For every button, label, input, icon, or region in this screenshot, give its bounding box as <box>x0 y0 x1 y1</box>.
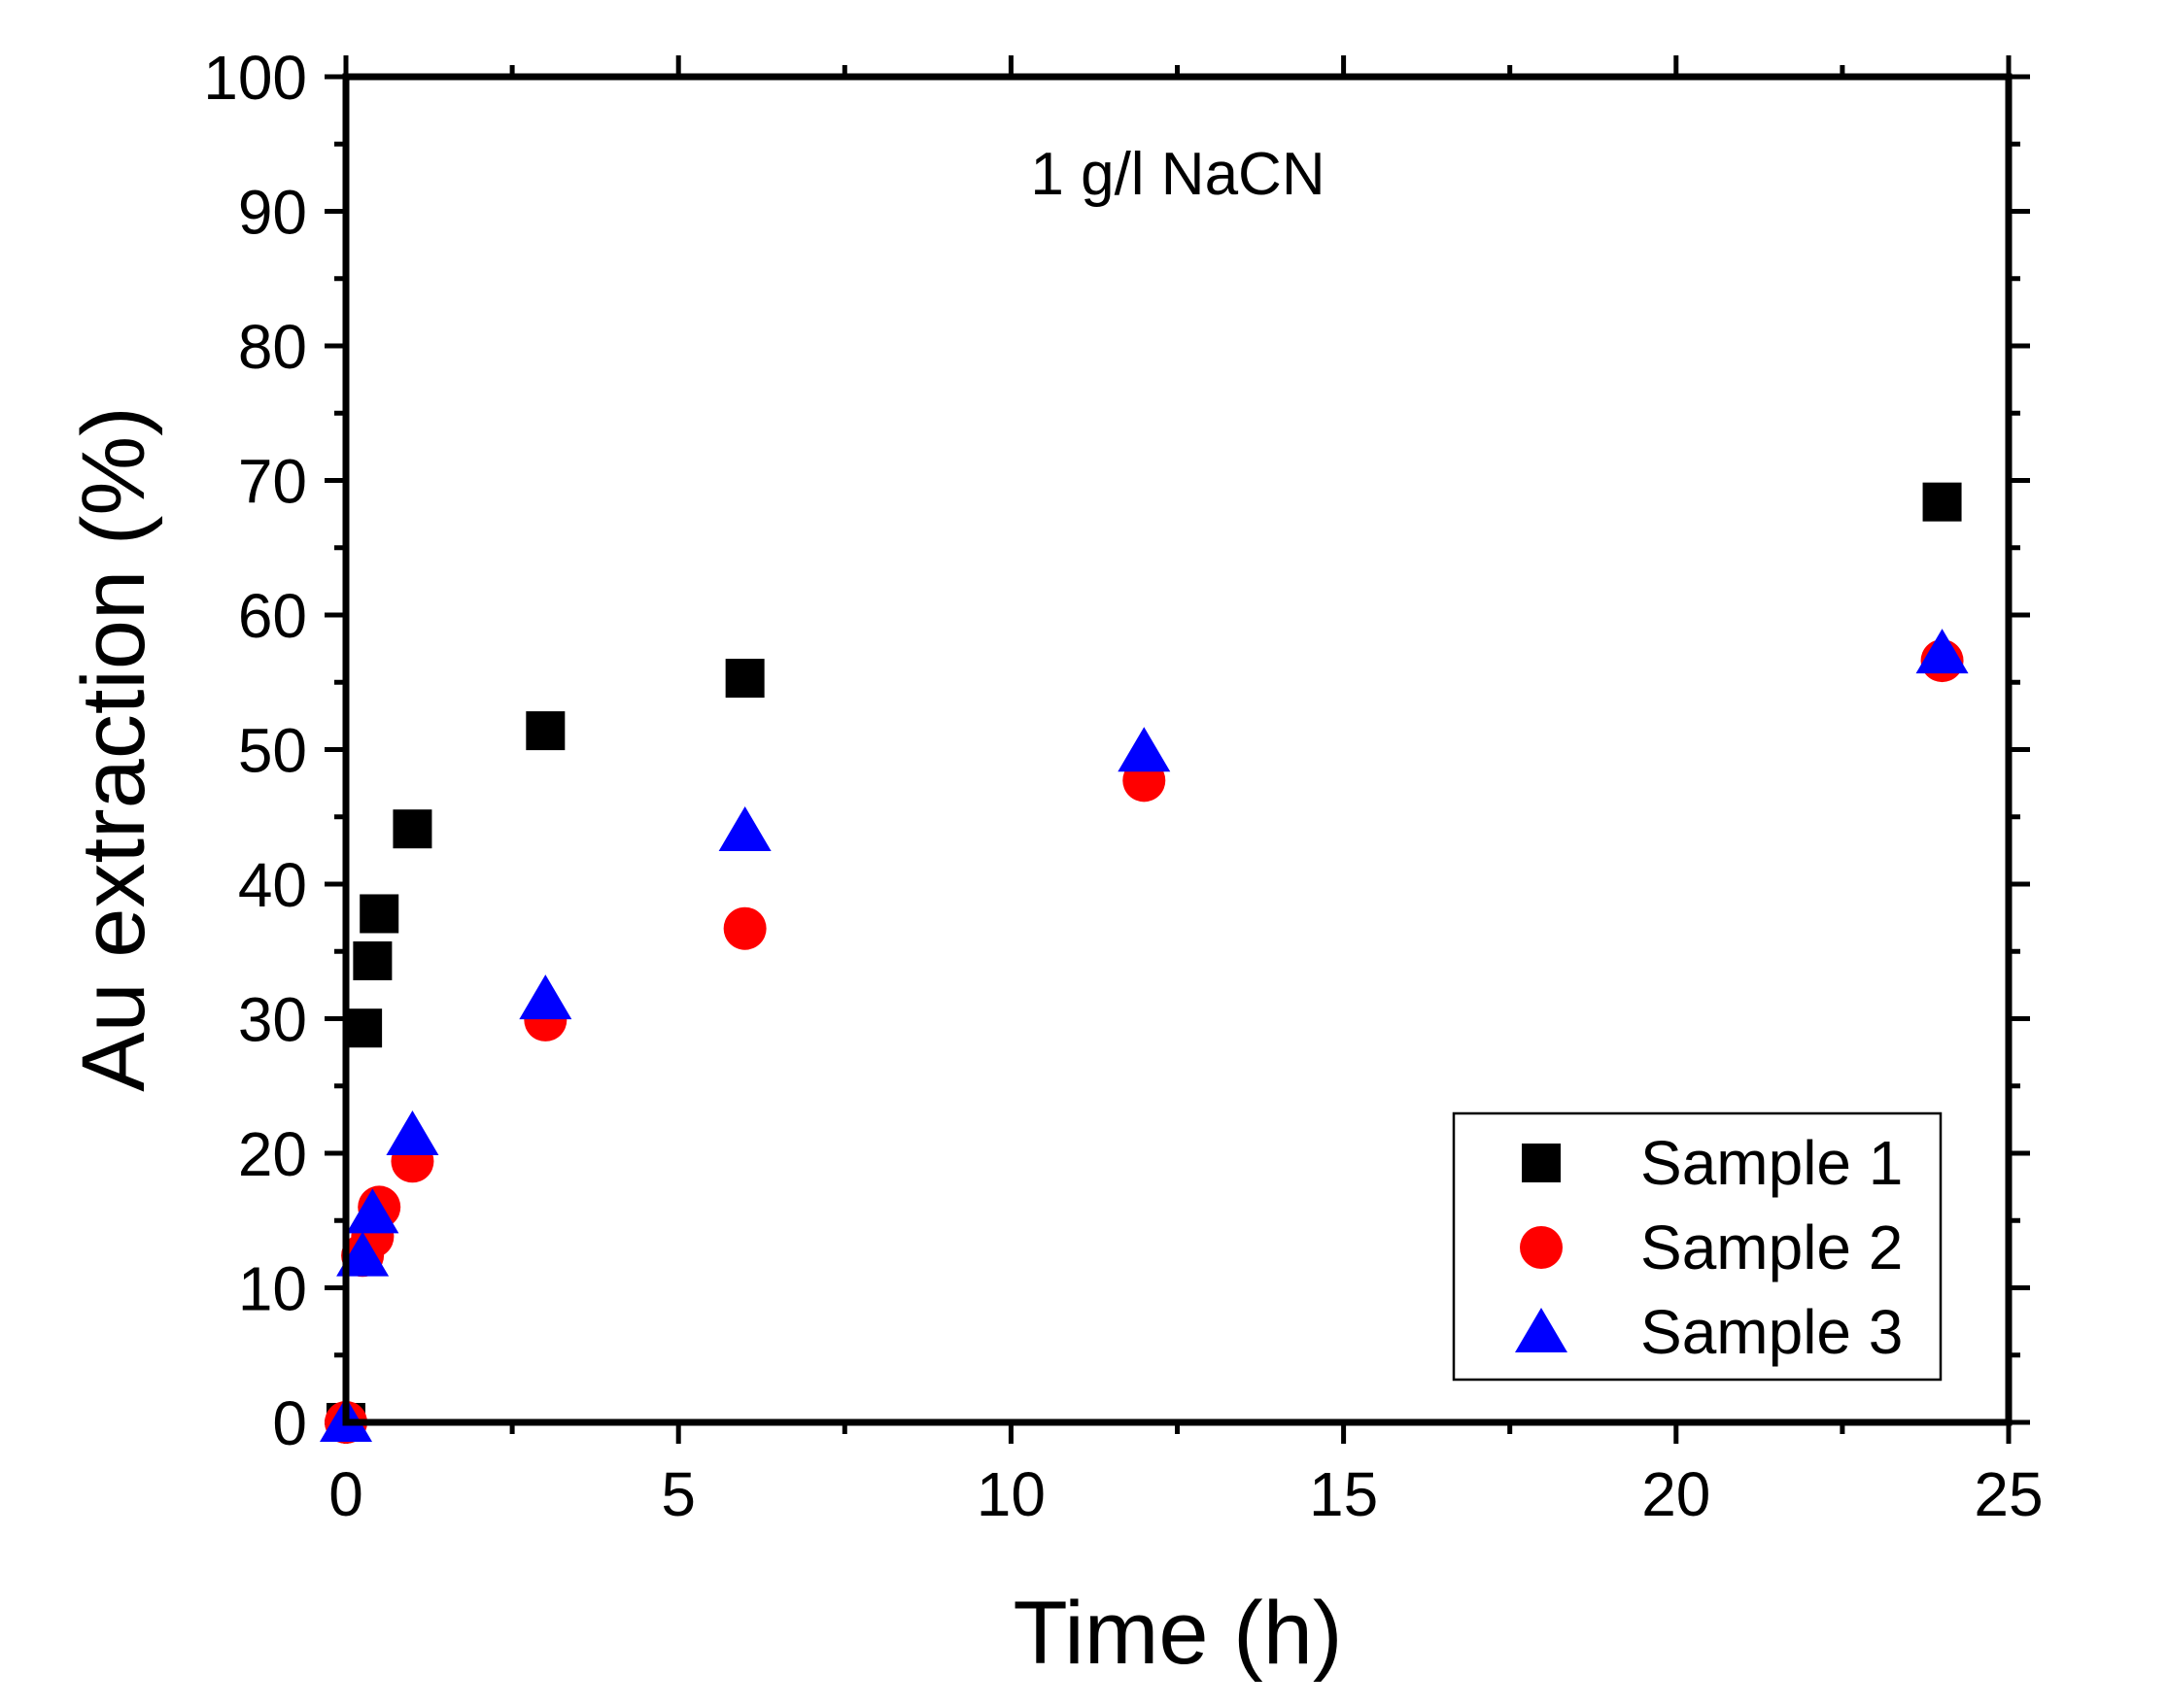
sample-1-point <box>343 1008 383 1048</box>
legend-label-sample-3: Sample 3 <box>1640 1297 1903 1367</box>
sample-3-point <box>1118 727 1171 772</box>
x-tick-label: 15 <box>1309 1459 1378 1529</box>
sample-3-point <box>386 1110 439 1155</box>
y-tick-label: 90 <box>238 178 307 248</box>
legend-marker-sample-2 <box>1520 1226 1563 1269</box>
chart-annotation: 1 g/l NaCN <box>1030 141 1325 208</box>
series-1 <box>327 482 1962 1442</box>
x-axis-title: Time (h) <box>1013 1584 1342 1683</box>
x-tick-label: 10 <box>977 1459 1046 1529</box>
sample-3-point <box>1915 629 1969 674</box>
sample-2-point <box>723 906 767 950</box>
sample-1-point <box>725 659 765 699</box>
legend-label-sample-2: Sample 2 <box>1640 1213 1903 1282</box>
x-tick-label: 25 <box>1974 1459 2043 1529</box>
sample-1-point <box>526 711 566 751</box>
x-tick-label: 0 <box>328 1459 363 1529</box>
sample-3-point <box>519 974 572 1020</box>
plot-frame <box>342 73 2013 1426</box>
legend-label-sample-1: Sample 1 <box>1640 1128 1903 1198</box>
sample-1-point <box>1922 482 1962 522</box>
y-tick-label: 60 <box>238 581 307 651</box>
legend-marker-sample-1 <box>1522 1144 1561 1182</box>
sample-1-point <box>393 809 432 849</box>
y-tick-label: 40 <box>238 850 307 920</box>
sample-3-point <box>718 805 772 851</box>
x-tick-label: 20 <box>1641 1459 1710 1529</box>
sample-3-point <box>336 1231 390 1277</box>
y-tick-label: 80 <box>238 312 307 382</box>
x-tick-label: 5 <box>661 1459 696 1529</box>
markers-layer <box>320 482 1969 1444</box>
y-axis-title: Au extraction (%) <box>64 406 163 1092</box>
y-tick-label: 50 <box>238 716 307 786</box>
y-tick-label: 30 <box>238 985 307 1055</box>
y-tick-label: 100 <box>203 43 307 113</box>
legend: Sample 1 Sample 2 Sample 3 <box>1452 1111 1943 1382</box>
sample-1-point <box>353 940 393 980</box>
sample-1-point <box>360 894 399 934</box>
sample-3-point <box>346 1188 399 1234</box>
ticks-layer: 0 5 10 15 20 25 0 10 20 30 40 50 60 70 80 90 100 <box>203 43 2043 1529</box>
y-tick-label: 70 <box>238 447 307 517</box>
y-tick-label: 10 <box>238 1254 307 1324</box>
y-tick-label: 20 <box>238 1119 307 1189</box>
y-tick-label: 0 <box>272 1388 307 1458</box>
legend-marker-sample-3 <box>1515 1308 1567 1352</box>
